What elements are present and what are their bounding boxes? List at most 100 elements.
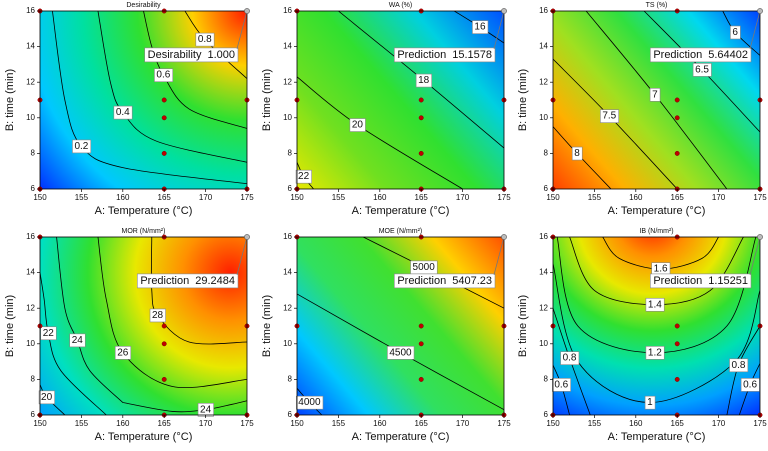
prediction-value: 5407.23 [452, 275, 492, 287]
contour-label: 0.6 [743, 379, 757, 390]
contour-label: 1.4 [648, 299, 662, 310]
contour-label: 0.8 [732, 360, 746, 371]
contour-label: 4000 [298, 397, 321, 408]
contour-label: 8 [574, 148, 580, 159]
prediction-name: Prediction [653, 49, 702, 61]
prediction-label: Prediction 15.1578 [397, 49, 492, 61]
contour-label-box [645, 297, 665, 312]
chart-title: TS (%) [646, 2, 668, 9]
contour-label: 7 [652, 89, 658, 100]
prediction-name: Desirability [148, 49, 202, 61]
design-point [418, 376, 424, 382]
prediction-value: 5.64402 [708, 49, 748, 61]
y-tick-label: 8 [288, 375, 293, 384]
design-point [161, 97, 167, 103]
y-tick-label: 12 [539, 77, 548, 86]
prediction-name: Prediction [397, 49, 446, 61]
y-tick-label: 14 [26, 268, 35, 277]
design-point [418, 323, 424, 329]
prediction-box [137, 273, 239, 289]
contour-label: 6 [732, 27, 738, 38]
x-tick-label: 175 [753, 419, 767, 428]
contour-label: 6.5 [695, 64, 709, 75]
x-tick-label: 170 [712, 193, 726, 202]
y-axis-label: B: time (min) [261, 69, 273, 131]
contour-label: 1.2 [648, 347, 662, 358]
contour-label-box [387, 346, 415, 360]
chart-title: MOR (N/mm²) [122, 228, 166, 235]
response-surface [297, 11, 504, 189]
design-point [161, 376, 167, 382]
y-tick-label: 6 [31, 410, 36, 419]
contour-label-box [571, 146, 583, 161]
y-tick-label: 12 [283, 77, 292, 86]
y-tick-label: 12 [539, 303, 548, 312]
y-tick-label: 8 [544, 149, 549, 158]
x-tick-label: 160 [373, 193, 387, 202]
contour-label-box [729, 358, 749, 373]
contour-label-box [730, 25, 741, 40]
y-tick-label: 10 [26, 339, 35, 348]
x-tick-label: 155 [588, 419, 602, 428]
x-tick-label: 165 [158, 193, 172, 202]
prediction-value: 1.15251 [708, 275, 748, 287]
prediction-point [757, 234, 763, 240]
plot-frame [39, 236, 248, 416]
contour-label-box [692, 63, 712, 77]
contour-label-box [149, 308, 166, 323]
y-axis-label: B: time (min) [4, 69, 16, 131]
contour-label: 20 [41, 392, 53, 403]
design-point [674, 376, 680, 382]
response-surface [297, 237, 504, 415]
contour-label-box [649, 88, 661, 102]
x-tick-label: 150 [290, 419, 304, 428]
prediction-point [244, 8, 250, 14]
contour-label: 16 [474, 22, 486, 33]
prediction-label: Prediction 29.2484 [140, 275, 235, 287]
y-tick-label: 14 [26, 42, 35, 51]
chart-title: Desirability [126, 2, 161, 9]
y-tick-label: 6 [31, 184, 36, 193]
x-axis-label: A: Temperature (°C) [95, 431, 193, 443]
contour-label-box [69, 333, 86, 348]
contour-label-box [600, 109, 619, 123]
panel: 22 20 18 16 150 155 160 165 170 175 6 8 10 12 14 16 WA (… [261, 2, 511, 217]
x-tick-label: 165 [671, 419, 685, 428]
x-tick-label: 165 [415, 419, 429, 428]
x-tick-label: 160 [116, 193, 130, 202]
plot-frame [296, 10, 505, 190]
y-tick-label: 16 [26, 232, 35, 241]
x-tick-label: 155 [75, 193, 89, 202]
x-axis-label: A: Temperature (°C) [352, 205, 450, 217]
x-tick-label: 175 [240, 419, 254, 428]
y-tick-label: 16 [283, 6, 292, 15]
x-tick-label: 170 [456, 419, 470, 428]
x-tick-label: 155 [332, 419, 346, 428]
contour-label: 26 [117, 347, 129, 358]
x-tick-label: 155 [75, 419, 89, 428]
prediction-point [501, 8, 507, 14]
prediction-pointer [236, 236, 248, 276]
y-tick-label: 10 [539, 113, 548, 122]
x-tick-label: 170 [199, 419, 213, 428]
y-tick-label: 14 [283, 42, 292, 51]
prediction-name: Prediction [140, 275, 189, 287]
contour-label-box [154, 68, 174, 83]
prediction-box [650, 47, 752, 63]
contour-label-box [114, 346, 132, 360]
y-tick-label: 10 [283, 339, 292, 348]
plot-frame [296, 236, 505, 416]
y-tick-label: 6 [544, 410, 549, 419]
contour-label-box [560, 351, 580, 365]
design-point [161, 341, 167, 347]
y-tick-label: 6 [288, 410, 293, 419]
x-tick-label: 170 [199, 193, 213, 202]
x-tick-label: 160 [373, 419, 387, 428]
panel: 1.6 1.4 1.2 1 0.8 0.8 0.6 0.6 150 155 160 165 170 175… [517, 228, 767, 443]
y-tick-label: 6 [288, 184, 293, 193]
y-tick-label: 12 [283, 303, 292, 312]
prediction-box [144, 47, 239, 63]
prediction-name: Prediction [397, 275, 446, 287]
contour-label-box [195, 32, 215, 47]
